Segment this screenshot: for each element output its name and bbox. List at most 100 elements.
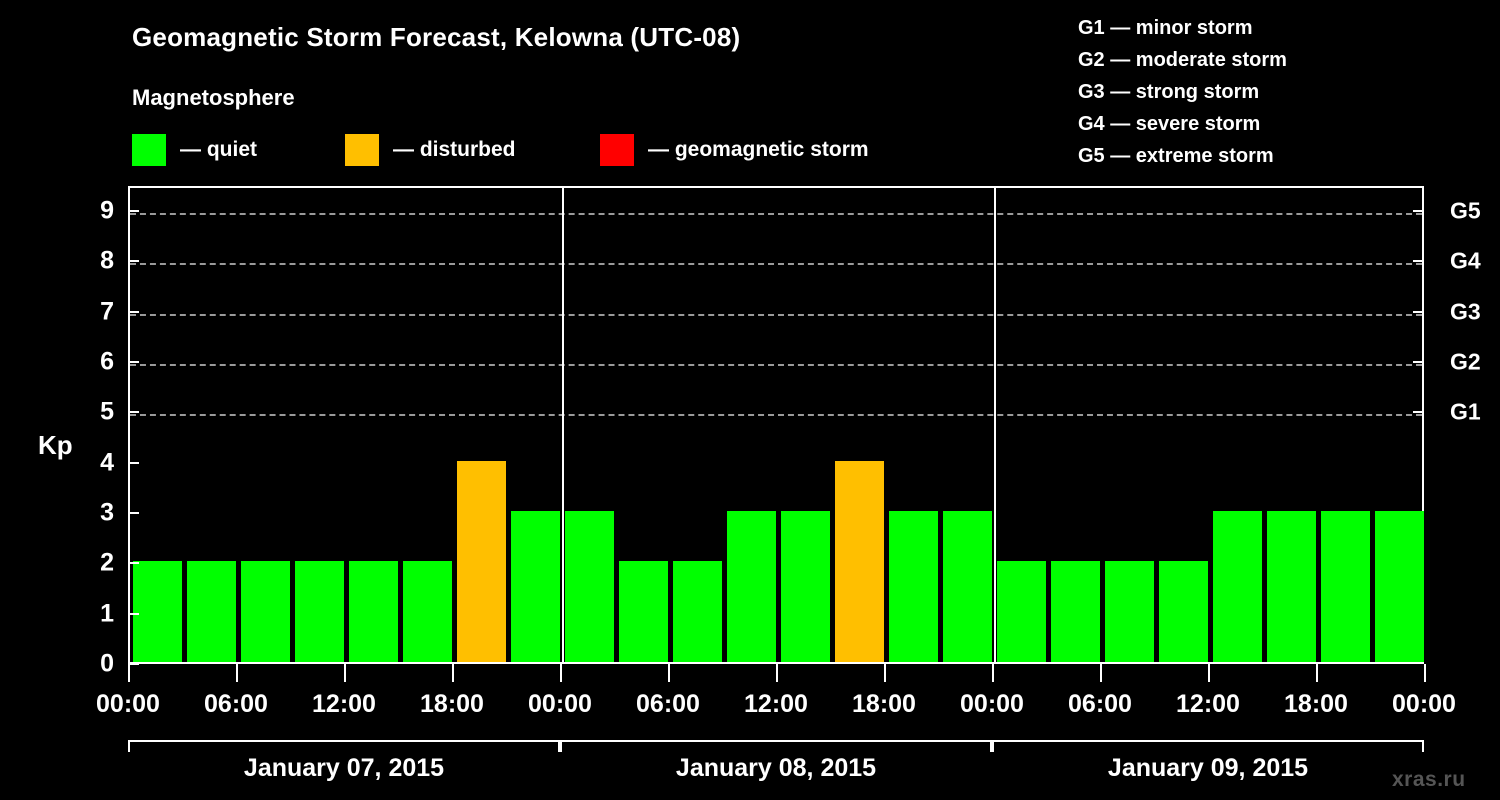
x-tick-mark (992, 664, 994, 682)
y-tick-mark (128, 210, 139, 213)
x-tick-label: 06:00 (1068, 690, 1132, 718)
day-bracket (128, 740, 560, 752)
kp-bar[interactable] (618, 561, 668, 662)
x-tick-mark (452, 664, 454, 682)
x-tick-label: 00:00 (960, 690, 1024, 718)
g-tick-label: G3 (1450, 298, 1481, 325)
day-separator (994, 188, 996, 662)
x-tick-mark (560, 664, 562, 682)
x-tick-label: 18:00 (420, 690, 484, 718)
kp-bar[interactable] (1266, 511, 1316, 662)
legend-item: — disturbed (345, 134, 516, 166)
day-label: January 08, 2015 (675, 754, 877, 782)
x-tick-mark (776, 664, 778, 682)
g-scale-line: G3 — strong storm (1078, 81, 1260, 103)
g-tick-label: G4 (1450, 247, 1481, 274)
g-scale-line: G5 — extreme storm (1078, 145, 1274, 167)
g-tick-mark (1413, 361, 1424, 364)
kp-bar[interactable] (240, 561, 290, 662)
x-tick-label: 18:00 (852, 690, 916, 718)
disturbed-swatch (345, 134, 379, 166)
x-tick-label: 12:00 (312, 690, 376, 718)
kp-bar[interactable] (402, 561, 452, 662)
y-tick-label: 9 (100, 196, 114, 225)
y-tick-label: 6 (100, 347, 114, 376)
day-label: January 07, 2015 (243, 754, 445, 782)
kp-bar[interactable] (1158, 561, 1208, 662)
g-tick-mark (1413, 210, 1424, 213)
kp-bar[interactable] (456, 460, 506, 662)
g-tick-mark (1413, 260, 1424, 263)
legend-item-label: — disturbed (393, 138, 516, 161)
y-tick-label: 5 (100, 397, 114, 426)
day-bracket (992, 740, 1424, 752)
kp-bar[interactable] (1320, 511, 1370, 662)
kp-bar[interactable] (1374, 511, 1424, 662)
kp-bar[interactable] (294, 561, 344, 662)
kp-bar[interactable] (672, 561, 722, 662)
kp-bar[interactable] (1104, 561, 1154, 662)
kp-bar[interactable] (1050, 561, 1100, 662)
kp-bar[interactable] (726, 511, 776, 662)
kp-bar[interactable] (942, 511, 992, 662)
x-tick-label: 00:00 (96, 690, 160, 718)
y-tick-mark (128, 512, 139, 515)
x-tick-label: 06:00 (636, 690, 700, 718)
gridline (130, 414, 1422, 417)
y-tick-label: 0 (100, 649, 114, 678)
kp-bar[interactable] (780, 511, 830, 662)
kp-bar[interactable] (996, 561, 1046, 662)
x-tick-label: 06:00 (204, 690, 268, 718)
y-tick-mark (128, 411, 139, 414)
g-scale-line: G2 — moderate storm (1078, 49, 1287, 71)
kp-bar[interactable] (186, 561, 236, 662)
gridline (130, 364, 1422, 367)
x-tick-mark (1316, 664, 1318, 682)
x-tick-mark (1100, 664, 1102, 682)
g-tick-mark (1413, 310, 1424, 313)
y-tick-label: 4 (100, 448, 114, 477)
plot-area (128, 186, 1424, 664)
legend-item: — geomagnetic storm (600, 134, 869, 166)
day-label: January 09, 2015 (1107, 754, 1309, 782)
y-axis-title: Kp (38, 430, 73, 460)
kp-bar[interactable] (564, 511, 614, 662)
kp-bar[interactable] (1212, 511, 1262, 662)
storm-swatch (600, 134, 634, 166)
x-tick-mark (344, 664, 346, 682)
x-tick-mark (236, 664, 238, 682)
legend-item-label: — quiet (180, 138, 257, 161)
y-tick-mark (128, 612, 139, 615)
kp-bar[interactable] (834, 460, 884, 662)
g-tick-label: G2 (1450, 348, 1481, 375)
quiet-swatch (132, 134, 166, 166)
page-title: Geomagnetic Storm Forecast, Kelowna (UTC… (132, 22, 741, 52)
g-scale-line: G1 — minor storm (1078, 17, 1253, 39)
x-tick-mark (884, 664, 886, 682)
x-tick-label: 18:00 (1284, 690, 1348, 718)
x-tick-label: 12:00 (1176, 690, 1240, 718)
legend-item-label: — geomagnetic storm (648, 138, 869, 161)
x-tick-mark (1208, 664, 1210, 682)
x-tick-label: 00:00 (1392, 690, 1456, 718)
kp-bar[interactable] (888, 511, 938, 662)
x-tick-mark (668, 664, 670, 682)
kp-bar[interactable] (132, 561, 182, 662)
y-tick-label: 8 (100, 246, 114, 275)
kp-bar[interactable] (348, 561, 398, 662)
y-tick-mark (128, 663, 139, 665)
kp-bar[interactable] (510, 511, 560, 662)
y-tick-mark (128, 310, 139, 313)
magnetosphere-label: Magnetosphere (132, 85, 295, 110)
gridline (130, 213, 1422, 216)
x-tick-label: 12:00 (744, 690, 808, 718)
g-tick-label: G5 (1450, 197, 1481, 224)
day-separator (562, 188, 564, 662)
y-tick-label: 2 (100, 548, 114, 577)
y-tick-label: 3 (100, 498, 114, 527)
g-scale-legend: G1 — minor storm G2 — moderate storm G3 — … (1078, 12, 1287, 172)
y-tick-mark (128, 562, 139, 565)
gridline (130, 313, 1422, 316)
g-tick-mark (1413, 411, 1424, 414)
x-tick-mark (1424, 664, 1426, 682)
